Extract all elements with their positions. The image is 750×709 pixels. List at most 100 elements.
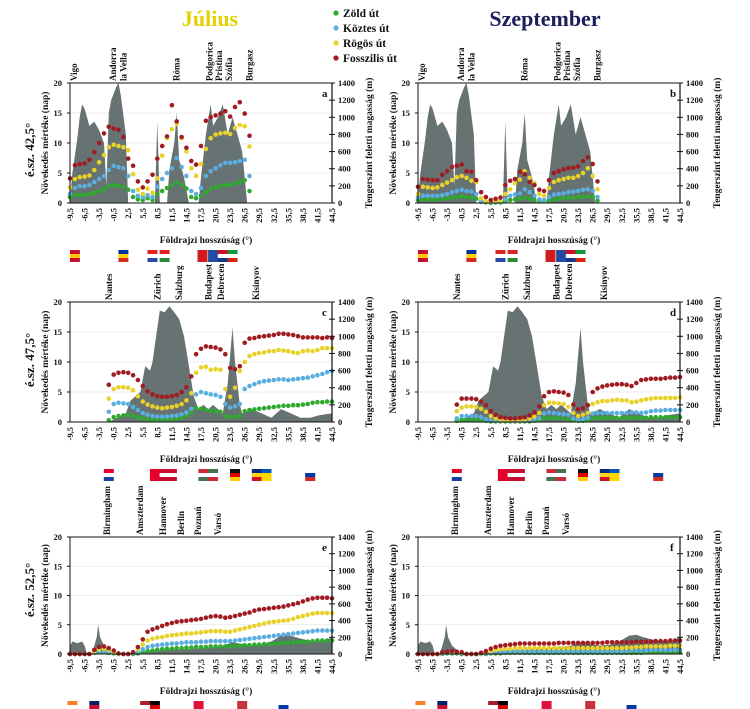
data-point [247, 173, 252, 179]
data-point [125, 173, 131, 179]
data-point [184, 149, 189, 154]
data-point [551, 179, 557, 185]
flag-stripe [653, 477, 664, 481]
data-point [111, 142, 116, 148]
data-point [624, 410, 629, 416]
data-point [459, 649, 465, 655]
data-point [556, 389, 561, 395]
data-point [155, 405, 160, 410]
flag-stripe [198, 477, 209, 481]
y2-tick-label: 1000 [686, 565, 703, 575]
data-point [541, 641, 547, 646]
data-point [271, 619, 277, 625]
x-tick-label: 32,5 [269, 659, 279, 674]
x-tick-label: 8,5 [152, 427, 162, 438]
data-point [276, 641, 281, 646]
data-point [315, 347, 320, 353]
data-point [580, 412, 586, 418]
data-point [537, 645, 542, 651]
x-tick-label: 14,5 [529, 659, 539, 674]
data-point [150, 413, 155, 419]
data-point [537, 416, 542, 421]
data-point [92, 647, 97, 653]
elevation-area [418, 83, 596, 203]
data-point [145, 648, 150, 654]
data-point [527, 196, 532, 202]
data-point [305, 348, 311, 353]
data-point [541, 188, 547, 194]
legend-label-rogos: Rögös út [343, 38, 386, 50]
flags-row [417, 250, 586, 262]
data-point [595, 198, 600, 203]
y-tick-label: 20 [54, 532, 63, 542]
x-tick-label: -9,5 [413, 208, 423, 221]
data-point [629, 645, 634, 650]
data-point [541, 416, 547, 421]
data-point [532, 645, 537, 651]
x-tick-label: 32,5 [617, 427, 627, 442]
x-tick-label: -6,5 [428, 659, 438, 672]
data-point [300, 348, 306, 354]
x-tick-label: -3,5 [94, 208, 104, 221]
data-point [503, 646, 508, 651]
data-point [256, 380, 262, 385]
series-rogos [106, 345, 335, 411]
data-point [198, 630, 204, 635]
data-point [512, 192, 518, 197]
x-tick-label: 23,5 [573, 659, 583, 674]
flag-stripe [261, 473, 272, 477]
flag-stripe [217, 258, 228, 262]
data-point [595, 386, 600, 391]
data-point [522, 186, 527, 192]
series-fosszilis [106, 331, 335, 400]
y-tick-label: 20 [54, 297, 63, 307]
x-tick-label: 5,5 [138, 659, 148, 670]
data-point [305, 335, 311, 340]
data-point [169, 646, 175, 651]
x-tick-label: 41,5 [312, 659, 322, 674]
data-point [324, 399, 330, 404]
x-tick-label: 20,5 [559, 659, 569, 674]
data-point [169, 641, 175, 646]
data-point [420, 184, 426, 190]
data-point [454, 416, 460, 421]
data-point [77, 161, 82, 167]
flag-stripe [159, 254, 170, 258]
flag-stripe [149, 477, 160, 481]
data-point [512, 197, 518, 202]
data-point [247, 133, 252, 139]
data-point [77, 192, 82, 197]
data-point [600, 398, 605, 404]
data-point [668, 647, 673, 653]
data-point [537, 404, 542, 409]
data-point [668, 375, 673, 380]
city-label: Salzburg [174, 265, 184, 300]
city-label: Zürich [152, 273, 162, 300]
data-point [464, 168, 469, 174]
flag-stripe [495, 258, 506, 262]
city-label: Berlin [176, 511, 186, 535]
data-point [281, 618, 286, 623]
flag-stripe [67, 701, 78, 705]
data-point [213, 408, 218, 414]
data-point [546, 645, 552, 651]
data-point [140, 416, 146, 421]
data-point [140, 191, 146, 197]
data-point [585, 410, 591, 416]
data-point [454, 402, 460, 407]
flag-stripe [305, 469, 316, 473]
series-fosszilis [415, 638, 683, 657]
data-point [503, 642, 508, 648]
x-tick-label: 23,5 [573, 427, 583, 442]
data-point [527, 175, 532, 181]
data-point [150, 627, 155, 632]
data-point [237, 401, 243, 407]
y2-tick-label: 400 [338, 616, 351, 626]
data-point [590, 411, 595, 416]
x-tick-label: 35,5 [283, 659, 293, 674]
data-point [256, 642, 262, 647]
data-point [648, 408, 654, 414]
data-point [619, 645, 625, 651]
data-point [159, 647, 165, 652]
y2-axis-label: Tengerszint feletti magasság (m) [364, 78, 375, 209]
